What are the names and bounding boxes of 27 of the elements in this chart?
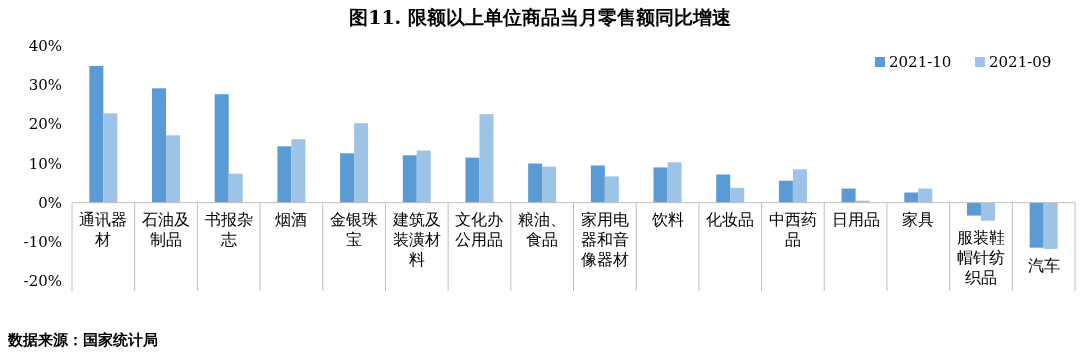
y-tick-label: 40% xyxy=(28,37,62,55)
x-tick-label: 石油及制品 xyxy=(142,209,191,249)
x-tick-label: 建筑及装潢材料 xyxy=(391,209,441,269)
source-note: 数据来源：国家统计局 xyxy=(7,331,158,349)
x-tick-label: 饮料 xyxy=(650,209,684,229)
x-tick-label: 日用品 xyxy=(831,209,880,229)
y-tick-label: 10% xyxy=(28,154,62,173)
x-tick-label: 家用电器和音像器材 xyxy=(580,209,629,269)
x-tick-label: 中西药品 xyxy=(768,209,817,249)
y-tick-label: 30% xyxy=(28,76,62,95)
x-tick-label: 粮油、食品 xyxy=(518,209,567,249)
x-tick-label: 金银珠宝 xyxy=(330,209,379,249)
x-tick-label: 文化办公用品 xyxy=(455,209,504,249)
x-tick-label: 家具 xyxy=(902,209,935,229)
y-tick-label: 20% xyxy=(28,115,62,134)
legend-label: 2021-10 xyxy=(889,53,952,71)
chart-title: 图11. 限额以上单位商品当月零售额同比增速 xyxy=(349,6,731,28)
x-tick-label: 服装鞋帽针纺织品 xyxy=(956,227,1005,287)
y-tick-label: -10% xyxy=(23,232,62,251)
x-tick-label: 通讯器材 xyxy=(79,209,128,249)
x-tick-label: 书报杂志 xyxy=(204,209,253,249)
x-tick-label: 化妆品 xyxy=(706,209,755,229)
y-tick-label: -20% xyxy=(23,272,62,290)
x-tick-label: 汽车 xyxy=(1027,255,1060,275)
y-tick-label: 0% xyxy=(38,193,62,212)
x-tick-label: 烟酒 xyxy=(275,209,308,229)
legend-label: 2021-09 xyxy=(989,53,1052,71)
